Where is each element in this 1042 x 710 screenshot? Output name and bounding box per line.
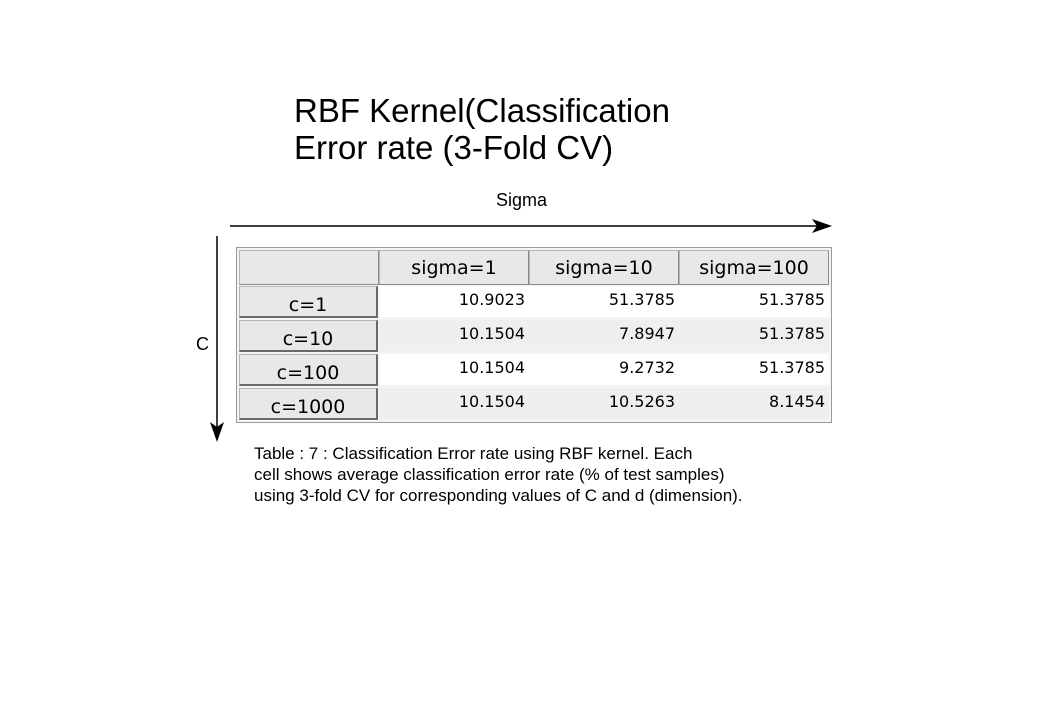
table-cell: 10.1504 (379, 388, 529, 419)
sigma-axis-label: Sigma (496, 190, 548, 210)
results-table: sigma=1 sigma=10 sigma=100 c=1 10.9023 5… (236, 247, 832, 423)
table-cell: 10.1504 (379, 320, 529, 351)
row-header: c=1000 (239, 388, 378, 420)
table-cell: 51.3785 (529, 286, 679, 317)
c-arrow-icon (210, 236, 224, 442)
table-cell: 51.3785 (679, 354, 829, 385)
row-header: c=1 (239, 286, 378, 318)
table-caption: Table : 7 : Classification Error rate us… (254, 443, 743, 506)
table-cell: 7.8947 (529, 320, 679, 351)
row-header: c=100 (239, 354, 378, 386)
row-header: c=10 (239, 320, 378, 352)
caption-line-3: using 3-fold CV for corresponding values… (254, 486, 743, 505)
corner-header-cell (239, 250, 379, 285)
table-cell: 8.1454 (679, 388, 829, 419)
table-cell: 10.5263 (529, 388, 679, 419)
table-cell: 51.3785 (679, 286, 829, 317)
column-header: sigma=100 (679, 250, 829, 285)
title-line-2: Error rate (3-Fold CV) (294, 129, 614, 166)
table-cell: 9.2732 (529, 354, 679, 385)
c-axis-label: C (196, 334, 209, 354)
caption-line-1: Table : 7 : Classification Error rate us… (254, 444, 693, 463)
caption-line-2: cell shows average classification error … (254, 465, 725, 484)
page-title: RBF Kernel(Classification Error rate (3-… (294, 92, 670, 166)
sigma-arrow-icon (230, 219, 832, 233)
column-header: sigma=10 (529, 250, 679, 285)
column-header: sigma=1 (379, 250, 529, 285)
title-line-1: RBF Kernel(Classification (294, 92, 670, 129)
table-cell: 51.3785 (679, 320, 829, 351)
table-cell: 10.1504 (379, 354, 529, 385)
table-cell: 10.9023 (379, 286, 529, 317)
